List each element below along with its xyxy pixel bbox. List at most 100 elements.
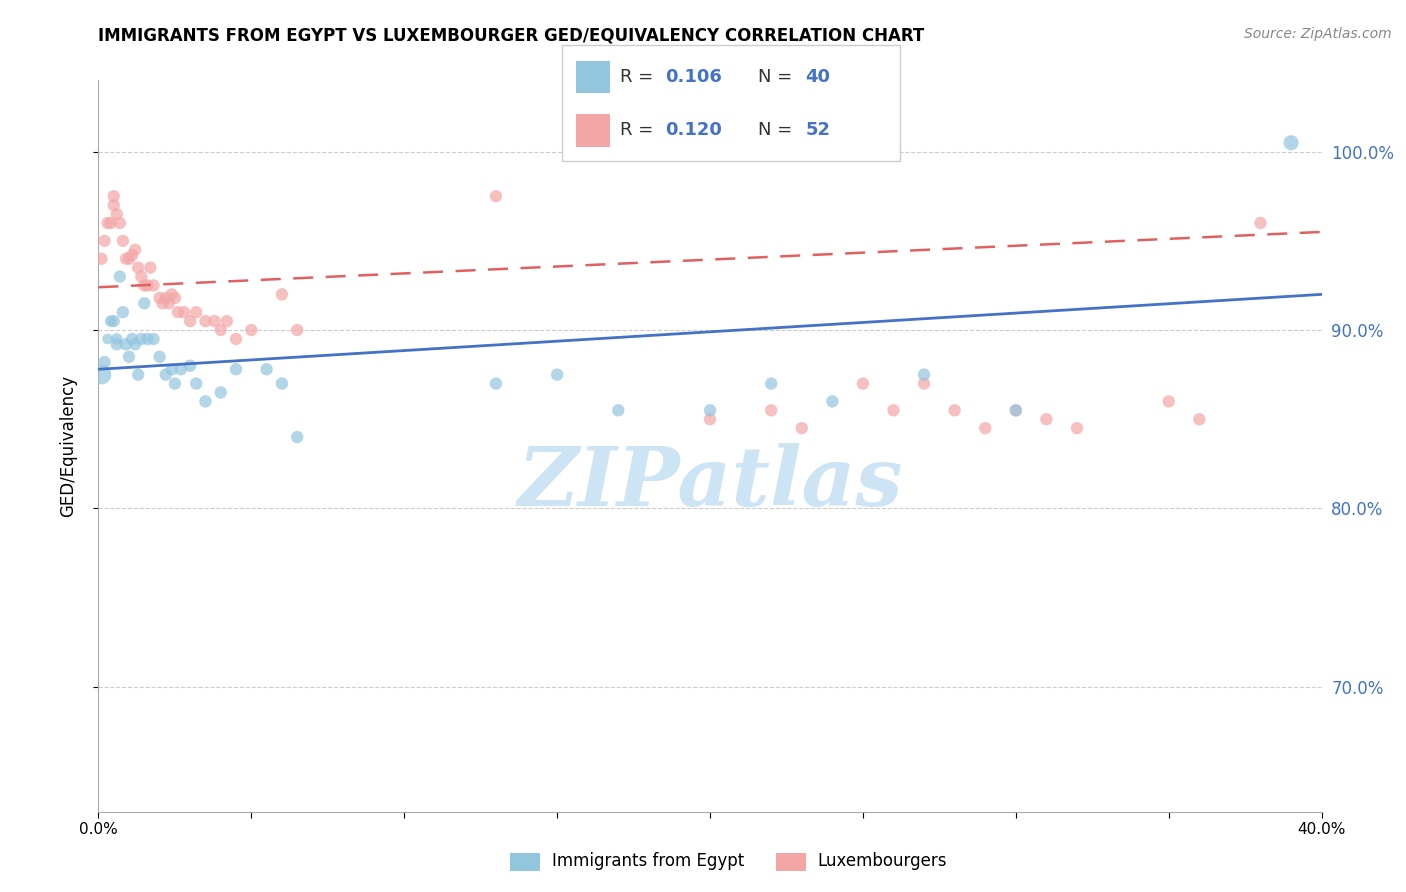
Point — [118, 252, 141, 266]
Point — [136, 332, 159, 346]
Point — [285, 430, 308, 444]
Point — [173, 305, 195, 319]
Point — [256, 362, 278, 376]
Point — [194, 394, 217, 409]
Point — [225, 362, 247, 376]
Point — [285, 323, 308, 337]
Point — [90, 368, 112, 382]
Point — [699, 412, 721, 426]
Y-axis label: GED/Equivalency: GED/Equivalency — [59, 375, 77, 517]
Point — [974, 421, 997, 435]
Point — [759, 403, 782, 417]
Point — [1279, 136, 1302, 150]
Point — [1004, 403, 1026, 417]
Point — [108, 269, 131, 284]
Point — [100, 216, 122, 230]
Text: 40: 40 — [806, 68, 831, 86]
Point — [118, 350, 141, 364]
Text: ZIPatlas: ZIPatlas — [517, 442, 903, 523]
Point — [111, 305, 134, 319]
Point — [139, 260, 162, 275]
Point — [209, 323, 232, 337]
Point — [100, 314, 122, 328]
Text: 52: 52 — [806, 121, 831, 139]
Point — [485, 376, 508, 391]
Point — [93, 355, 115, 369]
Point — [129, 332, 152, 346]
Point — [943, 403, 966, 417]
Text: R =: R = — [620, 121, 659, 139]
Point — [142, 278, 165, 293]
Point — [136, 278, 159, 293]
Point — [186, 376, 208, 391]
Point — [546, 368, 568, 382]
Text: 0.120: 0.120 — [665, 121, 723, 139]
Point — [821, 394, 844, 409]
Point — [105, 337, 128, 351]
Point — [134, 278, 156, 293]
Point — [121, 248, 143, 262]
Point — [127, 368, 149, 382]
Point — [607, 403, 630, 417]
Point — [186, 305, 208, 319]
Point — [155, 368, 177, 382]
Text: Source: ZipAtlas.com: Source: ZipAtlas.com — [1244, 27, 1392, 41]
Point — [97, 332, 120, 346]
Point — [90, 252, 112, 266]
Point — [93, 234, 115, 248]
Point — [111, 234, 134, 248]
Point — [225, 332, 247, 346]
Point — [912, 376, 935, 391]
Point — [155, 291, 177, 305]
Point — [129, 269, 152, 284]
Point — [149, 350, 172, 364]
Point — [852, 376, 875, 391]
Text: Immigrants from Egypt: Immigrants from Egypt — [551, 852, 744, 870]
Point — [1249, 216, 1271, 230]
Point — [115, 252, 138, 266]
Text: Luxembourgers: Luxembourgers — [817, 852, 948, 870]
Point — [115, 337, 138, 351]
Point — [134, 296, 156, 310]
Point — [759, 376, 782, 391]
Point — [163, 291, 186, 305]
Point — [124, 337, 146, 351]
Point — [157, 296, 180, 310]
Point — [124, 243, 146, 257]
Point — [209, 385, 232, 400]
Bar — [576, 61, 610, 94]
Point — [790, 421, 813, 435]
Point — [105, 332, 128, 346]
Point — [215, 314, 238, 328]
Point — [699, 403, 721, 417]
Point — [912, 368, 935, 382]
Point — [270, 376, 292, 391]
Point — [485, 189, 508, 203]
Point — [1066, 421, 1088, 435]
Text: N =: N = — [758, 121, 799, 139]
Point — [160, 362, 183, 376]
Point — [1188, 412, 1211, 426]
Bar — [576, 114, 610, 146]
Point — [142, 332, 165, 346]
Point — [240, 323, 263, 337]
Point — [167, 305, 190, 319]
Text: N =: N = — [758, 68, 799, 86]
Point — [97, 216, 120, 230]
Point — [149, 291, 172, 305]
Text: R =: R = — [620, 68, 659, 86]
Point — [194, 314, 217, 328]
Point — [179, 359, 201, 373]
Point — [179, 314, 201, 328]
Point — [105, 207, 128, 221]
Point — [163, 376, 186, 391]
Bar — [776, 853, 806, 871]
Point — [127, 260, 149, 275]
Text: IMMIGRANTS FROM EGYPT VS LUXEMBOURGER GED/EQUIVALENCY CORRELATION CHART: IMMIGRANTS FROM EGYPT VS LUXEMBOURGER GE… — [98, 27, 925, 45]
Point — [108, 216, 131, 230]
Point — [103, 189, 125, 203]
Point — [170, 362, 193, 376]
Point — [1004, 403, 1026, 417]
Point — [121, 332, 143, 346]
Point — [1035, 412, 1057, 426]
